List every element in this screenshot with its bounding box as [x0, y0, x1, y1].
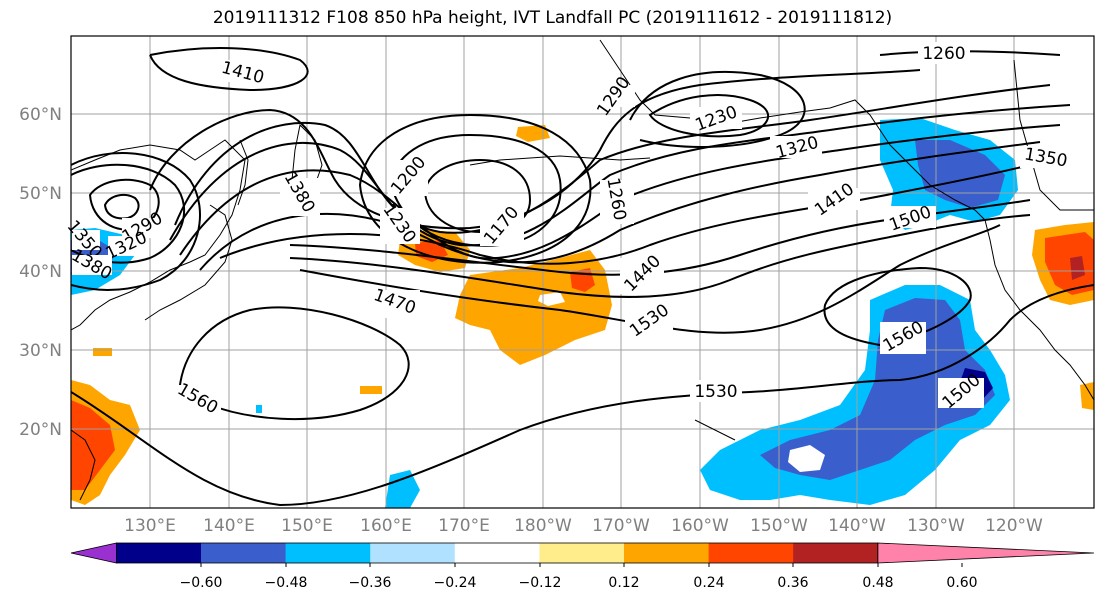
border-canada	[1013, 59, 1094, 211]
contour-1230-core	[358, 113, 592, 264]
positive-blob-small-1	[360, 386, 382, 394]
positive-hole	[788, 445, 825, 472]
hawaii	[694, 419, 736, 441]
coast-alaska	[599, 39, 891, 146]
contour-1410	[199, 141, 1041, 271]
lon-label-140w: 140°W	[828, 516, 886, 536]
contour-1440	[219, 164, 1031, 265]
colorbar: −0.60 −0.48 −0.36 −0.24 −0.12 0.12 0.24 …	[70, 542, 1095, 591]
contour-1380	[179, 124, 1061, 260]
positive-blob-small-2	[93, 348, 112, 356]
contour-1560-east	[823, 266, 972, 347]
lon-label-130e: 130°E	[124, 516, 176, 536]
lon-label-120w: 120°W	[985, 516, 1043, 536]
coast-philippines	[71, 429, 96, 501]
lon-label-170e: 170°E	[438, 516, 490, 536]
height-contours	[71, 47, 1094, 507]
contour-1230-alaska	[648, 94, 770, 138]
coast-nwamerica	[889, 144, 1094, 401]
lat-label-50n: 50°N	[19, 184, 62, 204]
lon-label-150w: 150°W	[750, 516, 808, 536]
colorbar-segment	[624, 543, 710, 563]
colorbar-segment	[116, 543, 202, 563]
colorbar-tick-5: −0.12	[519, 575, 562, 591]
contour-1500	[289, 214, 1031, 298]
map-frame	[70, 35, 1095, 509]
colorbar-segments	[70, 542, 1095, 567]
lon-label-170w: 170°W	[592, 516, 650, 536]
contour-label-1260: 1260	[922, 44, 965, 64]
coast-japan	[144, 204, 233, 321]
colorbar-segment	[708, 543, 794, 563]
colorbar-segment	[539, 543, 625, 563]
lat-label-30n: 30°N	[19, 341, 62, 361]
colorbar-tick-10: 0.60	[946, 575, 977, 591]
colorbar-segment	[201, 543, 287, 563]
contour-1350	[169, 104, 1071, 247]
lat-label-20n: 20°N	[19, 420, 62, 440]
contour-1170	[423, 158, 532, 234]
colorbar-tick-labels: −0.60 −0.48 −0.36 −0.24 −0.12 0.12 0.24 …	[180, 575, 978, 591]
contour-1290-low	[149, 69, 921, 230]
positive-anomaly-california-max	[1070, 256, 1085, 280]
colorbar-tick-1: −0.60	[180, 575, 223, 591]
graticule	[71, 36, 1094, 508]
lon-label-180w: 180°W	[514, 516, 572, 536]
colorbar-extend-min	[70, 542, 117, 564]
lon-label-160w: 160°W	[671, 516, 729, 536]
colorbar-tick-6: 0.12	[608, 575, 639, 591]
contour-1410-north	[149, 47, 309, 92]
colorbar-frame	[116, 542, 879, 564]
coastlines	[71, 39, 1094, 501]
colorbar-tick-7: 0.24	[693, 575, 724, 591]
lon-label-130w: 130°W	[907, 516, 965, 536]
positive-anomaly-sw-core	[71, 400, 115, 490]
lon-label-160e: 160°E	[360, 516, 412, 536]
contour-1200	[388, 133, 562, 247]
map-title: 2019111312 F108 850 hPa height, IVT Land…	[212, 8, 893, 28]
latitude-labels: 60°N 50°N 40°N 30°N 20°N	[19, 105, 62, 440]
lon-label-140e: 140°E	[203, 516, 255, 536]
colorbar-segment	[454, 543, 540, 563]
contour-low-w1	[88, 178, 160, 231]
colorbar-segment	[285, 543, 371, 563]
colorbar-tick-3: −0.36	[349, 575, 392, 591]
colorbar-extend-max	[877, 542, 1095, 564]
negative-blob-small	[256, 405, 262, 413]
positive-blob-north	[516, 125, 550, 142]
contour-1260-alaska	[629, 71, 806, 148]
colorbar-tick-4: −0.24	[434, 575, 477, 591]
negative-blob-south	[385, 470, 420, 508]
colorbar-segment	[793, 543, 879, 563]
lat-label-60n: 60°N	[19, 105, 62, 125]
longitude-labels: 130°E 140°E 150°E 160°E 170°E 180°W 170°…	[124, 516, 1043, 536]
colorbar-tick-9: 0.48	[862, 575, 893, 591]
lat-label-40n: 40°N	[19, 262, 62, 282]
contour-labels: 1410 1290 1260 1230 1320 1350 1410 1500 …	[63, 42, 1072, 418]
colorbar-segment	[370, 543, 456, 563]
lon-label-150e: 150°E	[281, 516, 333, 536]
contour-label-1530: 1530	[694, 382, 737, 402]
aleutians	[469, 155, 651, 166]
contour-1530-b	[299, 224, 1001, 334]
colorbar-tick-8: 0.36	[777, 575, 808, 591]
colorbar-tick-2: −0.48	[265, 575, 308, 591]
coast-sakhalin	[237, 139, 249, 206]
contour-1530	[71, 284, 1094, 507]
positive-blob-mexico	[1080, 382, 1094, 410]
coast-asia	[71, 139, 246, 331]
positive-anomaly-california-core	[1045, 232, 1094, 295]
positive-anomaly-central-hole	[538, 292, 565, 306]
contour-low-w4	[71, 152, 201, 291]
contour-low-w2	[103, 193, 140, 220]
